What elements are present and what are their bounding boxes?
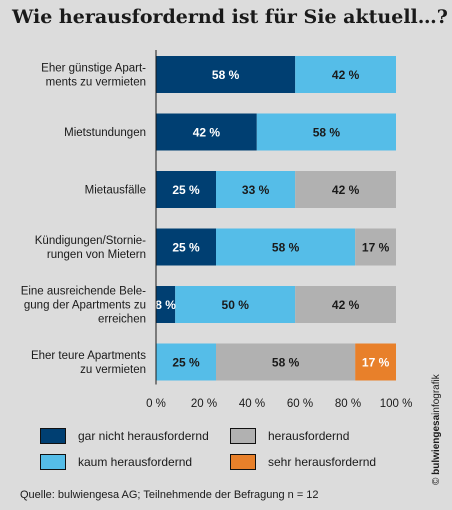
bar-value-label: 50 % bbox=[222, 298, 250, 312]
bar-segment bbox=[156, 171, 216, 208]
bar-value-label: 58 % bbox=[212, 68, 240, 82]
bar-value-label: 42 % bbox=[193, 126, 221, 140]
stacked-bar-chart: Eher günstige Apart-ments zu vermieten Mi… bbox=[21, 50, 412, 410]
category-label: Eher günstige Apart- bbox=[41, 63, 146, 75]
legend-swatch bbox=[230, 454, 256, 470]
bar-segment bbox=[175, 286, 296, 323]
bar-value-label: 25 % bbox=[172, 356, 200, 370]
bar-value-label: 42 % bbox=[332, 68, 360, 82]
category-label: gung der Apartments zu bbox=[24, 300, 146, 312]
legend-swatch bbox=[40, 428, 66, 444]
category-label: zu vermieten bbox=[80, 364, 146, 376]
legend: gar nicht herausfordernd herausfordernd ka… bbox=[40, 428, 400, 470]
bars bbox=[156, 56, 396, 381]
legend-label: sehr herausfordernd bbox=[268, 455, 377, 469]
source-note: Quelle: bulwiengesa AG; Teilnehmende der… bbox=[20, 489, 319, 501]
bar-segment bbox=[256, 113, 396, 151]
category-label: rungen von Mietern bbox=[47, 249, 146, 261]
bar-segment bbox=[295, 286, 396, 323]
chart-title: Wie herausfordernd ist für Sie aktuell…? bbox=[12, 6, 448, 28]
bar-segment bbox=[295, 56, 396, 93]
legend-label: gar nicht herausfordernd bbox=[78, 429, 209, 443]
bar-segment bbox=[216, 343, 356, 381]
category-label: Eher teure Apartments bbox=[31, 350, 146, 362]
bar-segment bbox=[156, 113, 257, 151]
legend-swatch bbox=[230, 428, 256, 444]
bar-segment bbox=[355, 228, 396, 266]
legend-swatch bbox=[40, 454, 66, 470]
category-label: erreichen bbox=[98, 314, 146, 326]
credit-logo: © bulwiengesainfografik bbox=[431, 374, 442, 485]
bar-segment bbox=[156, 228, 216, 266]
bar-segment bbox=[156, 286, 176, 323]
bar-value-label: 33 % bbox=[242, 183, 270, 197]
bar-value-label: 8 % bbox=[155, 298, 176, 312]
legend-item: sehr herausfordernd bbox=[230, 454, 400, 470]
x-tick-label: 40 % bbox=[239, 398, 265, 410]
bar-segment bbox=[355, 343, 396, 381]
legend-label: kaum herausfordernd bbox=[78, 455, 193, 469]
category-label: Mietstundungen bbox=[64, 127, 146, 139]
legend-item: herausfordernd bbox=[230, 428, 400, 444]
x-tick-label: 80 % bbox=[335, 398, 361, 410]
x-axis: 0 % 20 % 40 % 60 % 80 % 100 % bbox=[146, 50, 412, 410]
legend-item: kaum herausfordernd bbox=[40, 454, 230, 470]
category-label: Eine ausreichende Bele- bbox=[21, 286, 146, 298]
bar-value-label: 58 % bbox=[272, 241, 300, 255]
bar-value-label: 17 % bbox=[362, 241, 390, 255]
bar-segment bbox=[216, 228, 356, 266]
bar-value-label: 58 % bbox=[272, 356, 300, 370]
bar-value-label: 42 % bbox=[332, 298, 360, 312]
bar-segment bbox=[295, 171, 396, 208]
bar-value-label: 58 % bbox=[313, 126, 341, 140]
x-tick-label: 60 % bbox=[287, 398, 313, 410]
category-label: Mietausfälle bbox=[85, 185, 146, 197]
legend-item: gar nicht herausfordernd bbox=[40, 428, 230, 444]
category-labels: Eher günstige Apart-ments zu vermieten Mi… bbox=[21, 63, 147, 377]
bar-segment bbox=[156, 343, 216, 381]
category-label: Kündigungen/Stornie- bbox=[35, 235, 146, 247]
bar-segment bbox=[216, 171, 296, 208]
bar-value-label: 42 % bbox=[332, 183, 360, 197]
bar-value-label: 17 % bbox=[362, 356, 390, 370]
bar-segment bbox=[156, 56, 296, 93]
category-label: ments zu vermieten bbox=[46, 77, 146, 89]
x-tick-label: 0 % bbox=[146, 398, 166, 410]
bar-value-labels: 58 % 42 % 42 % 58 % 25 % 33 % 42 % 25 % 58 % 17 %… bbox=[155, 68, 389, 370]
bar-value-label: 25 % bbox=[172, 241, 200, 255]
x-tick-label: 100 % bbox=[380, 398, 413, 410]
bar-value-label: 25 % bbox=[172, 183, 200, 197]
legend-label: herausfordernd bbox=[268, 429, 350, 443]
x-tick-label: 20 % bbox=[191, 398, 217, 410]
